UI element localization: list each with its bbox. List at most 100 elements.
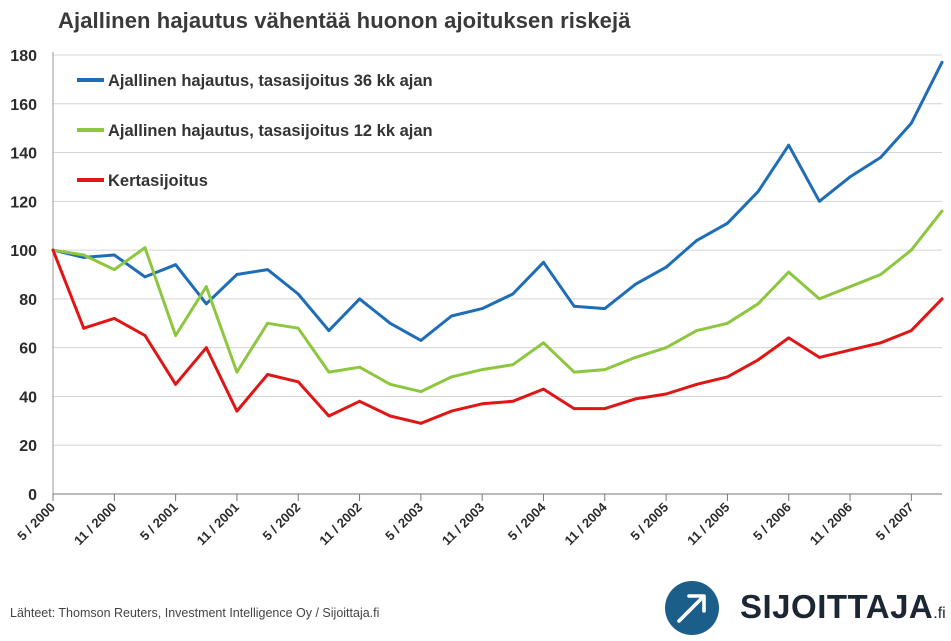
data-point bbox=[419, 390, 423, 393]
data-point bbox=[174, 334, 178, 337]
data-point bbox=[940, 297, 944, 301]
data-point bbox=[450, 375, 453, 379]
grid-lines bbox=[53, 54, 942, 446]
arrow-up-right-icon bbox=[665, 581, 719, 635]
x-tick-label: 5 / 2001 bbox=[137, 500, 181, 544]
data-point bbox=[818, 199, 821, 203]
data-point bbox=[909, 329, 913, 332]
data-point bbox=[450, 314, 453, 318]
data-point bbox=[848, 285, 852, 289]
data-point bbox=[327, 329, 331, 332]
data-point bbox=[296, 380, 300, 384]
data-point bbox=[940, 209, 944, 213]
data-point bbox=[235, 370, 239, 374]
data-point bbox=[174, 382, 178, 386]
y-tick-label: 20 bbox=[19, 438, 37, 455]
data-point bbox=[695, 329, 699, 332]
legend-label: Ajallinen hajautus, tasasijoitus 36 kk a… bbox=[108, 72, 433, 90]
chart-title: Ajallinen hajautus vähentää huonon ajoit… bbox=[58, 8, 631, 33]
data-point bbox=[327, 370, 331, 374]
data-point bbox=[664, 265, 668, 269]
data-point bbox=[848, 348, 852, 352]
data-point bbox=[603, 368, 607, 371]
data-point bbox=[143, 246, 147, 250]
data-point bbox=[419, 339, 423, 342]
data-point bbox=[204, 285, 208, 289]
data-point bbox=[143, 334, 147, 337]
data-point bbox=[572, 407, 576, 410]
y-tick-label: 180 bbox=[10, 48, 37, 65]
data-point bbox=[695, 239, 699, 242]
data-point bbox=[634, 397, 637, 401]
data-point bbox=[112, 268, 116, 271]
sijoittaja-logo[interactable]: SIJOITTAJA.fi bbox=[662, 580, 947, 636]
data-point bbox=[818, 356, 821, 359]
data-point bbox=[112, 317, 116, 320]
x-tick-label: 5 / 2006 bbox=[750, 500, 794, 544]
y-tick-label: 60 bbox=[19, 341, 37, 358]
data-point bbox=[143, 275, 147, 279]
data-point bbox=[664, 346, 668, 350]
data-point bbox=[542, 260, 545, 264]
source-note: Lähteet: Thomson Reuters, Investment Int… bbox=[10, 606, 380, 620]
data-point bbox=[511, 363, 515, 367]
legend-label: Ajallinen hajautus, tasasijoitus 12 kk a… bbox=[108, 122, 433, 140]
data-point bbox=[204, 302, 208, 306]
y-tick-label: 140 bbox=[10, 146, 37, 163]
x-tick-label: 11 / 2002 bbox=[316, 500, 364, 548]
data-point bbox=[756, 358, 760, 362]
data-point bbox=[879, 273, 883, 276]
data-point bbox=[572, 304, 576, 308]
data-point bbox=[787, 143, 791, 147]
data-point bbox=[879, 341, 883, 345]
data-point bbox=[51, 248, 55, 252]
data-point bbox=[112, 253, 116, 257]
x-tick-label: 5 / 2005 bbox=[627, 500, 671, 544]
data-point bbox=[787, 270, 791, 274]
data-point bbox=[419, 421, 423, 425]
data-point bbox=[542, 341, 545, 345]
legend: Ajallinen hajautus, tasasijoitus 36 kk a… bbox=[77, 72, 433, 190]
series-line-2 bbox=[51, 209, 944, 394]
data-point bbox=[82, 326, 86, 330]
data-point bbox=[726, 221, 729, 225]
data-point bbox=[634, 282, 637, 286]
data-point bbox=[450, 409, 453, 413]
series-lines bbox=[51, 60, 944, 425]
series-line-3 bbox=[51, 248, 944, 425]
data-point bbox=[235, 273, 239, 276]
data-point bbox=[634, 356, 637, 359]
data-point bbox=[358, 399, 361, 403]
data-point bbox=[572, 370, 576, 374]
data-point bbox=[695, 382, 699, 386]
data-point bbox=[603, 307, 607, 310]
line-chart: 0 20 40 60 80 100 120 140 160 180 5 / 2000 11 / 200… bbox=[10, 48, 944, 548]
x-tick-label: 5 / 2002 bbox=[260, 500, 304, 544]
y-tick-label: 0 bbox=[28, 487, 37, 504]
x-tick-label: 11 / 2000 bbox=[71, 500, 119, 548]
x-tick-label: 11 / 2003 bbox=[439, 500, 487, 548]
logo-text: SIJOITTAJA bbox=[740, 588, 934, 625]
data-point bbox=[388, 321, 392, 325]
x-tick-label: 5 / 2007 bbox=[873, 500, 917, 544]
x-tick-label: 5 / 2003 bbox=[382, 500, 426, 544]
y-tick-label: 80 bbox=[19, 292, 37, 309]
data-point bbox=[480, 368, 484, 371]
data-point bbox=[756, 302, 760, 306]
data-point bbox=[542, 387, 545, 391]
y-tick-label: 100 bbox=[10, 243, 37, 260]
data-point bbox=[511, 399, 515, 403]
data-point bbox=[235, 409, 239, 413]
x-tick-label: 5 / 2004 bbox=[505, 499, 549, 543]
logo-suffix: .fi bbox=[933, 605, 946, 622]
data-point bbox=[879, 156, 883, 159]
data-point bbox=[909, 248, 913, 252]
data-point bbox=[818, 297, 821, 301]
data-point bbox=[726, 321, 729, 325]
data-point bbox=[940, 60, 944, 64]
x-tick-label: 5 / 2000 bbox=[14, 500, 58, 544]
x-tick-label: 11 / 2001 bbox=[194, 500, 242, 548]
data-point bbox=[296, 292, 300, 296]
data-point bbox=[327, 414, 331, 418]
data-point bbox=[511, 292, 515, 296]
